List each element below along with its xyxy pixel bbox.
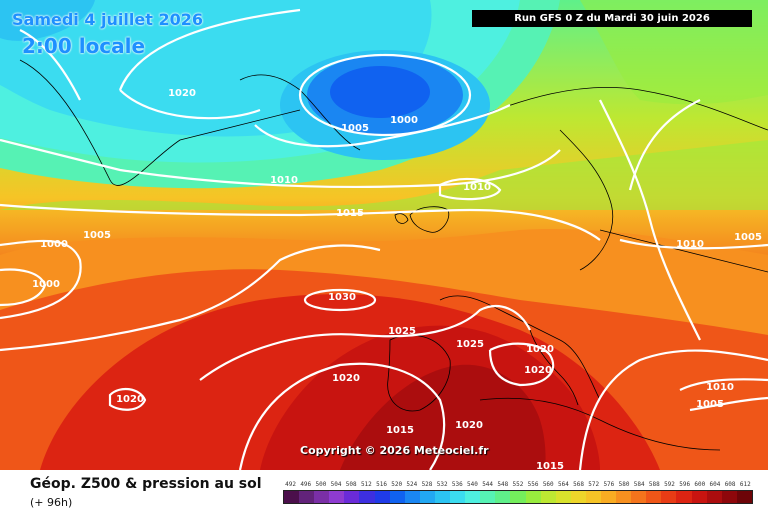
legend-value: 536 bbox=[451, 481, 463, 488]
isobar-label: 1010 bbox=[270, 175, 298, 186]
legend-value: 520 bbox=[391, 481, 403, 488]
legend-swatch bbox=[344, 491, 360, 503]
legend-swatch bbox=[359, 491, 375, 503]
legend-swatch bbox=[495, 491, 511, 503]
isobar-label: 1005 bbox=[341, 123, 369, 134]
legend-value: 588 bbox=[648, 481, 660, 488]
legend-swatch bbox=[510, 491, 526, 503]
legend-value: 596 bbox=[679, 481, 691, 488]
legend-value: 580 bbox=[618, 481, 630, 488]
legend-swatch bbox=[676, 491, 692, 503]
legend-swatch bbox=[555, 491, 571, 503]
isobar-label: 1020 bbox=[116, 394, 144, 405]
legend-swatch bbox=[480, 491, 496, 503]
isobar-label: 1010 bbox=[706, 382, 734, 393]
isobar-label: 1015 bbox=[336, 208, 364, 219]
isobar-label: 1000 bbox=[40, 239, 68, 250]
isobar-label: 1025 bbox=[388, 326, 416, 337]
weather-map: 1020 1005 1000 1010 1010 1015 1000 1005 1000 1030… bbox=[0, 0, 768, 470]
footer-panel: Géop. Z500 & pression au sol (+ 96h) 492… bbox=[0, 470, 768, 512]
isobar-label: 1005 bbox=[734, 232, 762, 243]
legend-value: 556 bbox=[527, 481, 539, 488]
legend-swatch bbox=[570, 491, 586, 503]
legend-swatch bbox=[404, 491, 420, 503]
run-info: Run GFS 0 Z du Mardi 30 juin 2026 bbox=[472, 10, 752, 27]
isobar-label: 1005 bbox=[83, 230, 111, 241]
pressure-labels: 1020 1005 1000 1010 1010 1015 1000 1005 1000 1030… bbox=[32, 88, 762, 470]
legend-swatch bbox=[646, 491, 662, 503]
color-legend: 492 496 500 504 508 512 516 520 524 528 532 536 540 5… bbox=[283, 480, 753, 510]
legend-value: 576 bbox=[603, 481, 615, 488]
legend-value: 504 bbox=[330, 481, 342, 488]
isobar-label: 1015 bbox=[536, 461, 564, 470]
legend-bar bbox=[283, 490, 753, 504]
legend-swatch bbox=[585, 491, 601, 503]
legend-value: 604 bbox=[709, 481, 721, 488]
legend-swatch bbox=[299, 491, 315, 503]
legend-value: 516 bbox=[376, 481, 387, 488]
isobar-label: 1010 bbox=[676, 239, 704, 250]
isobar-label: 1020 bbox=[168, 88, 196, 99]
legend-swatch bbox=[616, 491, 632, 503]
isobar-label: 1000 bbox=[390, 115, 418, 126]
isobar-label: 1020 bbox=[455, 420, 483, 431]
legend-swatch bbox=[691, 491, 707, 503]
legend-swatch bbox=[389, 491, 405, 503]
legend-value: 508 bbox=[345, 481, 357, 488]
forecast-date: Samedi 4 juillet 2026 bbox=[12, 10, 203, 29]
legend-swatch bbox=[284, 491, 300, 503]
legend-swatch bbox=[525, 491, 541, 503]
legend-swatch bbox=[706, 491, 722, 503]
legend-value: 496 bbox=[300, 481, 312, 488]
isobar-label: 1000 bbox=[32, 279, 60, 290]
legend-value: 544 bbox=[482, 481, 494, 488]
legend-value: 560 bbox=[542, 481, 554, 488]
isobar-label: 1015 bbox=[386, 425, 414, 436]
legend-value: 540 bbox=[467, 481, 478, 488]
copyright-notice: Copyright © 2026 Meteociel.fr bbox=[300, 444, 489, 457]
legend-value: 564 bbox=[557, 481, 569, 488]
legend-swatch bbox=[465, 491, 481, 503]
legend-value: 600 bbox=[694, 481, 706, 488]
legend-swatch bbox=[600, 491, 617, 503]
legend-swatch bbox=[450, 491, 466, 503]
legend-value: 532 bbox=[436, 481, 448, 488]
legend-value: 608 bbox=[724, 481, 736, 488]
legend-swatch bbox=[721, 491, 737, 503]
isobar-label: 1020 bbox=[526, 344, 554, 355]
legend-value: 500 bbox=[315, 481, 327, 488]
legend-swatch bbox=[434, 491, 451, 503]
legend-value: 572 bbox=[588, 481, 600, 488]
legend-swatch bbox=[374, 491, 390, 503]
legend-value: 612 bbox=[739, 481, 751, 488]
isobars bbox=[0, 8, 768, 470]
isobar-label: 1020 bbox=[332, 373, 360, 384]
isobar-label: 1020 bbox=[524, 365, 552, 376]
isobar-label: 1025 bbox=[456, 339, 484, 350]
legend-swatch bbox=[314, 491, 330, 503]
legend-swatch bbox=[540, 491, 556, 503]
legend-labels: 492 496 500 504 508 512 516 520 524 528 532 536 540 5… bbox=[283, 480, 753, 490]
forecast-hour: (+ 96h) bbox=[30, 496, 73, 509]
isobar-label: 1010 bbox=[463, 182, 491, 193]
legend-value: 552 bbox=[512, 481, 524, 488]
legend-value: 528 bbox=[421, 481, 433, 488]
local-time: 2:00 locale bbox=[22, 34, 146, 58]
legend-value: 568 bbox=[573, 481, 584, 488]
legend-swatch bbox=[419, 491, 435, 503]
legend-swatch bbox=[329, 491, 345, 503]
legend-value: 548 bbox=[497, 481, 509, 488]
isobar-label: 1005 bbox=[696, 399, 724, 410]
variable-title: Géop. Z500 & pression au sol bbox=[30, 476, 262, 492]
isobar-label: 1030 bbox=[328, 292, 356, 303]
legend-swatch bbox=[631, 491, 647, 503]
legend-swatch bbox=[661, 491, 677, 503]
legend-value: 524 bbox=[406, 481, 418, 488]
legend-value: 512 bbox=[360, 481, 372, 488]
legend-value: 584 bbox=[633, 481, 645, 488]
legend-value: 592 bbox=[664, 481, 675, 488]
legend-value: 492 bbox=[285, 481, 296, 488]
legend-swatch bbox=[736, 491, 752, 503]
